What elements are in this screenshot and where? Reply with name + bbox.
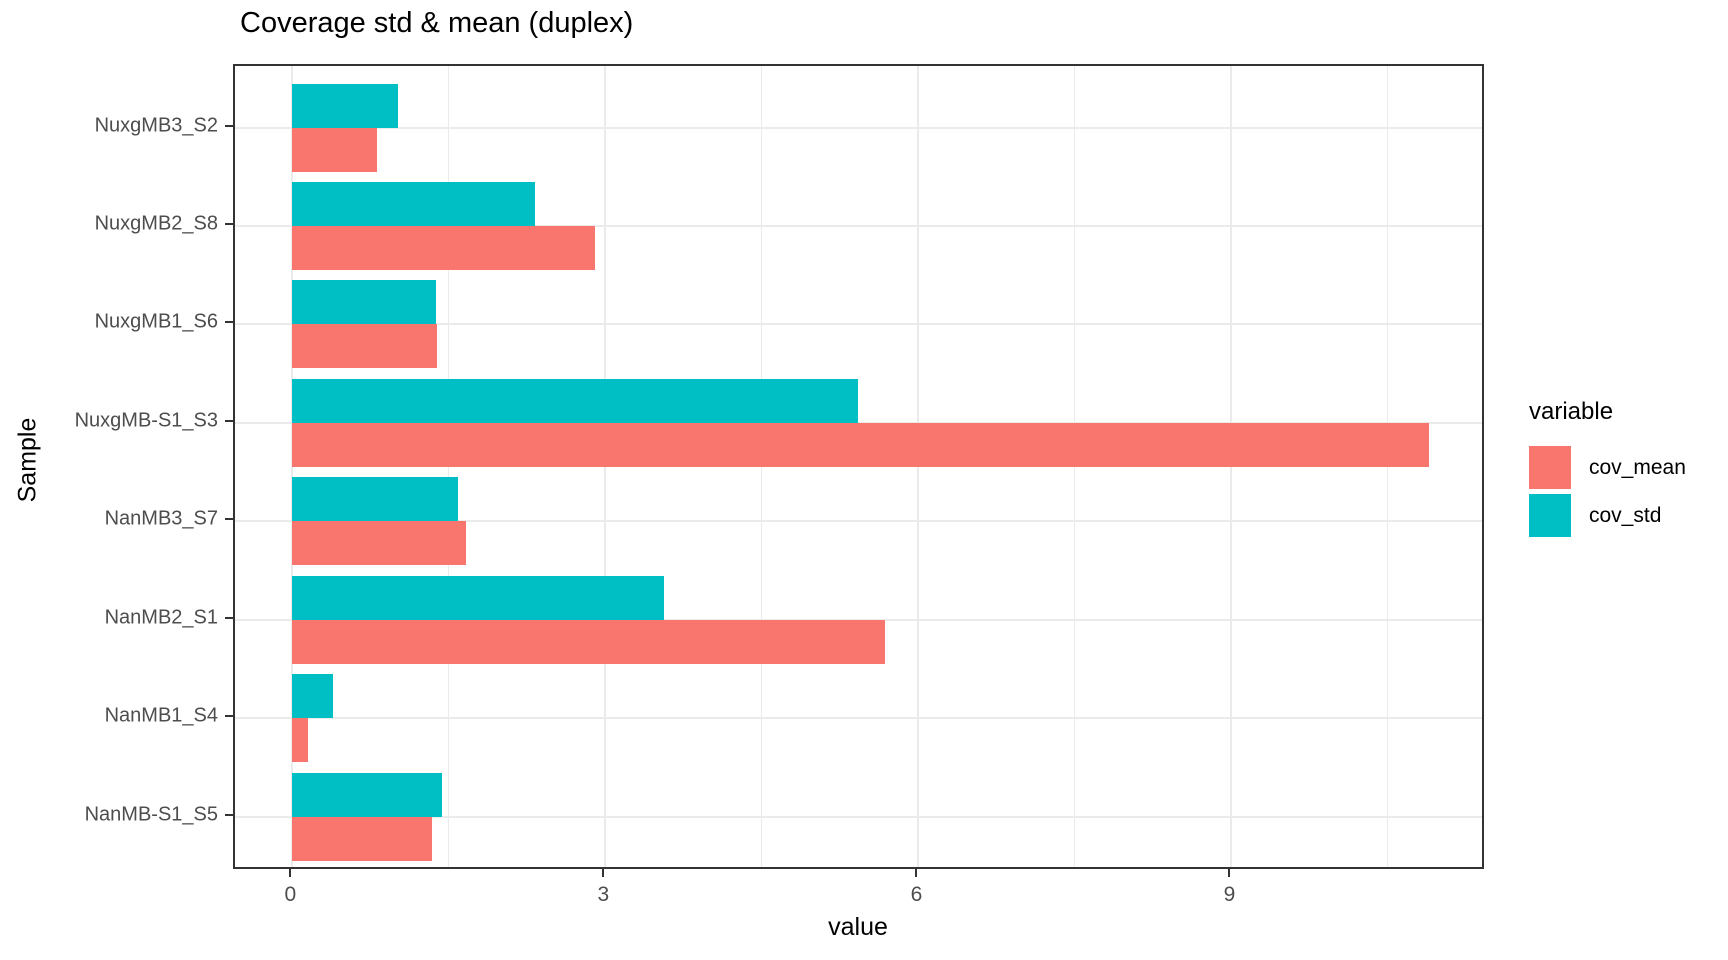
category-gridline [235,224,1482,227]
y-tick-mark [225,124,233,127]
y-tick-label: NanMB3_S7 [104,507,218,530]
bar-cov_std [292,83,398,128]
x-tick-label: 3 [597,883,610,906]
legend-items: cov_mean cov_std [1529,446,1686,537]
y-tick-mark [225,518,233,521]
bar-cov_std [292,674,334,719]
y-tick-mark [225,321,233,324]
y-tick-label: NanMB2_S1 [104,606,218,629]
y-tick-mark [225,813,233,816]
plot-area [235,66,1482,867]
x-tick-label: 6 [910,883,923,906]
y-tick-mark [225,222,233,225]
y-tick-mark [225,616,233,619]
x-tick-label: 0 [284,883,297,906]
bar-cov_mean [292,718,309,763]
bar-cov_std [292,575,664,620]
x-tick-mark [602,869,605,877]
bar-cov_std [292,280,437,325]
y-tick-mark [225,715,233,718]
y-tick-mark [225,419,233,422]
bar-cov_std [292,181,536,226]
x-tick-mark [1228,869,1231,877]
category-gridline [235,126,1482,129]
bar-cov_mean [292,127,377,172]
legend-item-cov_std: cov_std [1529,494,1686,537]
category-gridline [235,717,1482,720]
legend-title: variable [1529,398,1614,425]
chart-title: Coverage std & mean (duplex) [240,7,634,39]
legend-item-cov_mean: cov_mean [1529,446,1686,489]
bar-cov_mean [292,225,595,270]
x-tick-mark [289,869,292,877]
bar-cov_std [292,378,858,423]
legend-swatch-cov_mean [1529,446,1571,489]
x-axis-title: value [828,913,888,941]
bar-cov_mean [292,324,438,369]
y-tick-label: NanMB-S1_S5 [84,803,218,826]
bar-cov_mean [292,422,1429,467]
x-tick-label: 9 [1223,883,1236,906]
y-tick-label: NanMB1_S4 [104,704,218,727]
category-gridline [235,323,1482,326]
x-tick-mark [915,869,918,877]
plot-panel [233,64,1484,869]
bar-cov_mean [292,619,885,664]
legend-swatch-cov_std [1529,494,1571,537]
bar-cov_std [292,772,442,817]
legend: variable cov_mean cov_std [1529,398,1686,542]
legend-label: cov_std [1589,503,1662,527]
category-gridline [235,520,1482,523]
y-tick-label: NuxgMB1_S6 [94,310,218,333]
y-tick-label: NuxgMB-S1_S3 [74,409,218,432]
bar-cov_mean [292,816,433,861]
y-tick-label: NuxgMB3_S2 [94,114,218,136]
legend-label: cov_mean [1589,455,1686,479]
category-gridline [235,815,1482,818]
y-tick-label: NuxgMB2_S8 [94,212,218,235]
bar-cov_mean [292,521,466,566]
bar-cov_std [292,477,459,522]
